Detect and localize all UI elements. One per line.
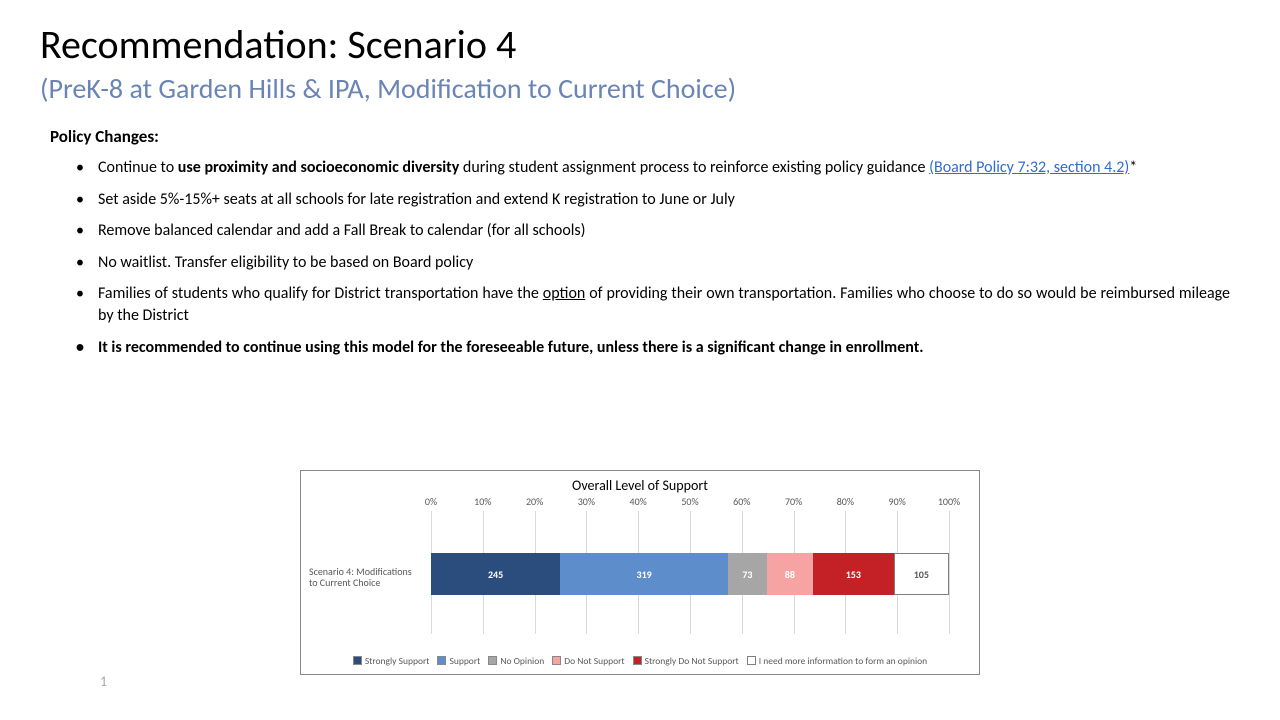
tick-label: 80% bbox=[837, 495, 854, 508]
legend-item: No Opinion bbox=[488, 655, 544, 667]
text-bold: use proximity and socioeconomic diversit… bbox=[178, 158, 460, 177]
policy-item-1: Continue to use proximity and socioecono… bbox=[70, 157, 1230, 179]
slide-subtitle: (PreK-8 at Garden Hills & IPA, Modificat… bbox=[40, 71, 1240, 106]
legend-swatch bbox=[633, 656, 642, 665]
legend-label: I need more information to form an opini… bbox=[759, 655, 927, 667]
chart-title: Overall Level of Support bbox=[301, 471, 979, 496]
legend-item: Support bbox=[437, 655, 480, 667]
legend-label: Strongly Do Not Support bbox=[645, 655, 739, 667]
bar-segment: 153 bbox=[813, 553, 894, 595]
legend-label: Strongly Support bbox=[365, 655, 430, 667]
tick-label: 100% bbox=[938, 495, 960, 508]
tick-label: 90% bbox=[889, 495, 906, 508]
bar-segment: 105 bbox=[894, 553, 949, 595]
legend-item: Strongly Support bbox=[353, 655, 430, 667]
legend-swatch bbox=[747, 656, 756, 665]
legend-swatch bbox=[353, 656, 362, 665]
tick-label: 40% bbox=[630, 495, 647, 508]
page-number: 1 bbox=[100, 673, 107, 690]
bar-segment: 73 bbox=[728, 553, 766, 595]
legend-label: No Opinion bbox=[500, 655, 544, 667]
legend-swatch bbox=[437, 656, 446, 665]
legend-swatch bbox=[552, 656, 561, 665]
legend-label: Support bbox=[449, 655, 480, 667]
tick-label: 70% bbox=[785, 495, 802, 508]
policy-item-5: Families of students who qualify for Dis… bbox=[70, 283, 1230, 326]
policy-item-2: Set aside 5%-15%+ seats at all schools f… bbox=[70, 189, 1230, 211]
slide-title: Recommendation: Scenario 4 bbox=[40, 20, 1240, 69]
tick-label: 60% bbox=[733, 495, 750, 508]
bar-segment: 88 bbox=[767, 553, 813, 595]
tick-label: 10% bbox=[474, 495, 491, 508]
policy-head: Policy Changes: bbox=[50, 126, 1240, 147]
tick-label: 20% bbox=[526, 495, 543, 508]
tick-label: 30% bbox=[578, 495, 595, 508]
chart-plot: 0%10%20%30%40%50%60%70%80%90%100%2453197… bbox=[431, 511, 949, 634]
legend-item: Do Not Support bbox=[552, 655, 624, 667]
text: during student assignment process to rei… bbox=[459, 158, 929, 177]
legend-item: Strongly Do Not Support bbox=[633, 655, 739, 667]
text: * bbox=[1129, 158, 1137, 177]
legend-item: I need more information to form an opini… bbox=[747, 655, 927, 667]
bar-segment: 319 bbox=[560, 553, 728, 595]
legend-swatch bbox=[488, 656, 497, 665]
policy-item-6: It is recommended to continue using this… bbox=[70, 337, 1230, 359]
bar-row: 2453197388153105 bbox=[431, 553, 949, 595]
policy-item-3: Remove balanced calendar and add a Fall … bbox=[70, 220, 1230, 242]
text: Families of students who qualify for Dis… bbox=[98, 284, 543, 303]
chart-row-label: Scenario 4: Modifications to Current Cho… bbox=[309, 566, 419, 588]
grid-line bbox=[949, 511, 950, 634]
support-chart: Overall Level of Support Scenario 4: Mod… bbox=[300, 470, 980, 675]
text: Continue to bbox=[98, 158, 178, 177]
legend-label: Do Not Support bbox=[564, 655, 624, 667]
text-underline: option bbox=[543, 284, 586, 303]
tick-label: 50% bbox=[681, 495, 698, 508]
policy-link[interactable]: (Board Policy 7:32, section 4.2) bbox=[929, 158, 1129, 177]
bar-segment: 245 bbox=[431, 553, 560, 595]
chart-legend: Strongly Support Support No Opinion Do Not … bbox=[301, 655, 979, 669]
tick-label: 0% bbox=[425, 495, 437, 508]
policy-item-4: No waitlist. Transfer eligibility to be … bbox=[70, 252, 1230, 274]
policy-list: Continue to use proximity and socioecono… bbox=[70, 157, 1230, 358]
